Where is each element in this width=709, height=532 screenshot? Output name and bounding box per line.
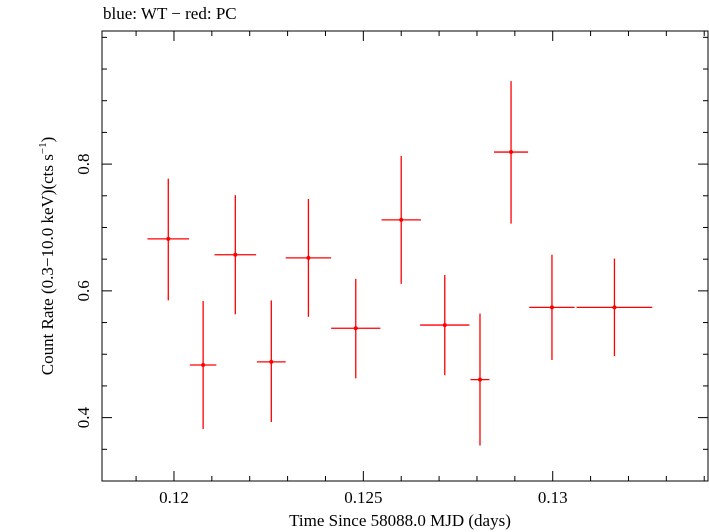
- data-points: [147, 81, 653, 446]
- point-marker: [201, 363, 206, 368]
- y-axis-label-superscript: −1: [37, 142, 49, 154]
- point-marker: [477, 377, 482, 382]
- point-marker: [306, 255, 311, 260]
- y-tick-label: 0.4: [74, 406, 93, 428]
- point-marker: [509, 150, 514, 155]
- axis-tick-labels: 0.12 0.125 0.13 0.4 0.6 0.8: [74, 153, 568, 507]
- y-axis-label-end: ): [38, 137, 57, 143]
- data-point: [381, 155, 421, 284]
- point-marker: [549, 305, 554, 310]
- data-point: [256, 300, 286, 423]
- data-point: [214, 195, 257, 315]
- x-tick-label: 0.125: [344, 488, 382, 507]
- plot-frame: [101, 30, 709, 482]
- axis-ticks: [102, 31, 708, 482]
- point-marker: [399, 217, 404, 222]
- data-point: [529, 254, 575, 360]
- data-point: [420, 275, 470, 376]
- y-tick-label: 0.8: [74, 153, 93, 174]
- chart-title: blue: WT − red: PC: [103, 4, 237, 23]
- point-marker: [353, 326, 358, 331]
- data-point: [285, 198, 332, 317]
- x-tick-label: 0.13: [538, 488, 568, 507]
- x-tick-label: 0.12: [159, 488, 189, 507]
- data-point: [494, 81, 529, 224]
- data-point: [576, 258, 653, 357]
- data-point: [147, 178, 190, 301]
- y-axis-label: Count Rate (0.3−10.0 keV)(cts s−1): [37, 137, 57, 376]
- y-axis-label-main: Count Rate (0.3−10.0 keV)(cts s: [38, 154, 57, 375]
- data-point: [189, 301, 217, 430]
- data-point: [470, 313, 490, 446]
- y-tick-label: 0.6: [74, 280, 93, 301]
- point-marker: [166, 236, 171, 241]
- data-point: [331, 278, 381, 379]
- x-axis-label: Time Since 58088.0 MJD (days): [289, 511, 511, 530]
- point-marker: [269, 359, 274, 364]
- point-marker: [442, 323, 447, 328]
- point-marker: [233, 252, 238, 257]
- point-marker: [612, 305, 617, 310]
